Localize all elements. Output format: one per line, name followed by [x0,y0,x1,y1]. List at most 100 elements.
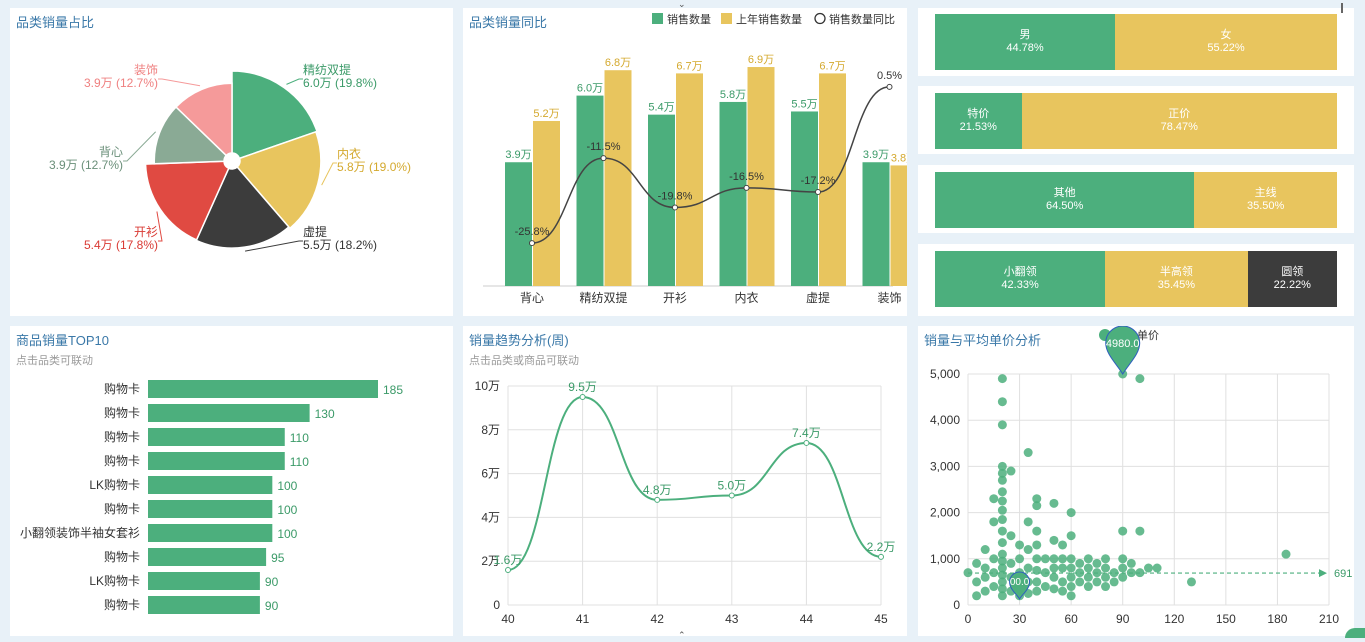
scatter-point-12[interactable] [997,549,1007,559]
scatter-point-6[interactable] [997,487,1007,497]
scatter-point-79[interactable] [1075,577,1085,587]
scatter-point-55[interactable] [1032,586,1042,596]
scatter-point-50[interactable] [1032,526,1042,536]
scatter-point-60[interactable] [1049,535,1059,545]
ratio-segment-2-1[interactable]: 主线 35.50% [1194,172,1337,228]
scatter-point-92[interactable] [1109,577,1119,587]
scatter-point-7[interactable] [997,496,1007,506]
bar-lastyear-3[interactable] [747,67,775,286]
scatter-point-0[interactable] [997,374,1007,384]
yoy-point-2[interactable] [672,204,678,211]
scatter-point-34[interactable] [1006,558,1016,568]
bar-current-0[interactable] [505,162,532,286]
scatter-point-78[interactable] [1075,568,1085,578]
scatter-point-24[interactable] [980,545,990,555]
scatter-point-91[interactable] [1109,568,1119,578]
scatter-point-22[interactable] [989,568,999,578]
trend-point-5[interactable] [878,553,884,560]
scatter-point-82[interactable] [1083,572,1093,582]
scatter-point-52[interactable] [1032,554,1042,564]
collapse-down-icon[interactable]: ⌃ [678,630,686,640]
top10-bar-5[interactable] [148,500,273,518]
scatter-point-68[interactable] [1058,577,1068,587]
scatter-point-77[interactable] [1075,558,1085,568]
bar-current-5[interactable] [862,162,890,286]
ratio-segment-2-0[interactable]: 其他 64.50% [935,172,1195,228]
ratio-segment-0-1[interactable]: 女 55.22% [1115,14,1337,70]
scatter-point-10[interactable] [997,526,1007,536]
scatter-point-14[interactable] [997,563,1007,573]
scatter-point-106[interactable] [1281,549,1291,559]
scatter-point-1[interactable] [997,397,1007,407]
scatter-point-33[interactable] [1006,531,1016,541]
scatter-point-95[interactable] [1118,563,1128,573]
bar-current-4[interactable] [791,111,818,286]
scatter-point-19[interactable] [989,494,999,504]
pie-slice-1[interactable] [236,130,322,230]
legend-label-0[interactable]: 销售数量 [667,12,711,26]
scatter-point-20[interactable] [989,517,999,527]
top10-bar-4[interactable] [148,476,273,494]
scatter-point-64[interactable] [1049,584,1059,594]
scatter-point-71[interactable] [1066,531,1076,541]
scatter-point-67[interactable] [1058,563,1068,573]
scatter-point-56[interactable] [1040,554,1050,564]
top10-bar-1[interactable] [148,404,310,422]
scatter-point-98[interactable] [1126,558,1136,568]
scatter-point-83[interactable] [1083,582,1093,592]
yoy-point-1[interactable] [600,155,607,162]
yoy-point-4[interactable] [815,189,821,195]
scatter-point-5[interactable] [997,475,1007,485]
legend-swatch-0[interactable] [652,13,663,24]
scatter-point-80[interactable] [1083,554,1093,564]
top10-bar-2[interactable] [148,428,285,446]
ratio-segment-3-1[interactable]: 半高领 35.45% [1105,251,1248,307]
scatter-point-43[interactable] [1023,517,1033,527]
pie-slice-3[interactable] [144,160,230,241]
trend-point-3[interactable] [728,492,735,499]
corner-tab[interactable] [1345,628,1365,638]
scatter-point-63[interactable] [1049,572,1059,582]
top10-bar-7[interactable] [148,548,267,566]
scroll-indicator[interactable] [1341,3,1343,13]
collapse-up-icon[interactable]: ⌄ [678,0,686,9]
top10-bar-8[interactable] [148,572,260,590]
trend-point-4[interactable] [803,439,810,446]
pie-slice-4[interactable] [153,105,228,165]
bar-lastyear-4[interactable] [819,73,846,287]
scatter-point-75[interactable] [1066,582,1076,592]
scatter-point-37[interactable] [1015,540,1025,550]
top10-bar-6[interactable] [148,524,273,542]
scatter-point-86[interactable] [1092,577,1102,587]
top10-bar-0[interactable] [148,380,378,398]
scatter-point-62[interactable] [1049,563,1059,573]
ratio-segment-1-0[interactable]: 特价 21.53% [935,93,1022,149]
legend-swatch-1[interactable] [721,13,732,24]
scatter-point-94[interactable] [1118,554,1128,564]
scatter-point-21[interactable] [989,554,999,564]
bar-lastyear-2[interactable] [676,73,703,287]
scatter-point-72[interactable] [1066,554,1076,564]
scatter-point-51[interactable] [1032,540,1042,550]
legend-label-1[interactable]: 上年销售数量 [736,12,802,26]
scatter-point-3[interactable] [997,461,1007,471]
legend-label-2[interactable]: 销售数量同比 [829,12,895,26]
scatter-point-59[interactable] [1049,498,1059,508]
ratio-segment-0-0[interactable]: 男 44.78% [935,14,1115,70]
scatter-point-102[interactable] [1135,374,1145,384]
scatter-point-84[interactable] [1092,558,1102,568]
bar-current-1[interactable] [576,95,604,286]
scatter-point-100[interactable] [1135,526,1145,536]
scatter-point-13[interactable] [997,556,1007,566]
scatter-point-48[interactable] [1032,494,1042,504]
scatter-point-28[interactable] [972,558,982,568]
ratio-segment-1-1[interactable]: 正价 78.47% [1021,93,1337,149]
bar-lastyear-1[interactable] [604,70,632,286]
yoy-point-3[interactable] [743,184,750,191]
pie-slice-2[interactable] [195,166,290,249]
trend-point-1[interactable] [579,393,586,400]
scatter-point-73[interactable] [1066,563,1076,573]
scatter-point-103[interactable] [1144,563,1153,573]
trend-point-0[interactable] [505,566,511,573]
scatter-point-32[interactable] [1006,466,1016,476]
